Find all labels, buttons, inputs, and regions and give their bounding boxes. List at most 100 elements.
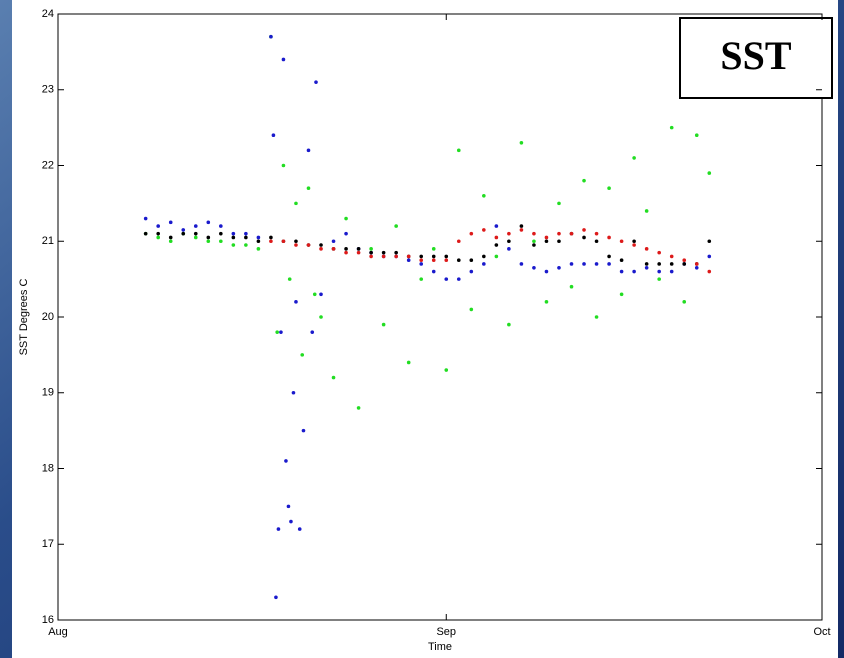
point bbox=[168, 239, 173, 244]
point bbox=[532, 231, 536, 236]
point bbox=[532, 239, 536, 244]
point bbox=[557, 201, 561, 206]
point bbox=[291, 390, 296, 395]
point bbox=[231, 231, 236, 236]
annotation: SST bbox=[720, 33, 791, 78]
point bbox=[344, 216, 348, 221]
point bbox=[482, 254, 486, 259]
point bbox=[507, 239, 511, 244]
point bbox=[287, 277, 292, 281]
point bbox=[156, 231, 160, 236]
point bbox=[444, 258, 449, 262]
x-axis-label: Time bbox=[428, 641, 452, 653]
point bbox=[193, 224, 198, 228]
point bbox=[594, 231, 599, 236]
point bbox=[181, 231, 186, 236]
point bbox=[419, 258, 424, 262]
point bbox=[657, 262, 661, 266]
point bbox=[301, 428, 306, 433]
point bbox=[494, 224, 499, 228]
point bbox=[519, 228, 524, 232]
point bbox=[569, 284, 574, 289]
point bbox=[294, 201, 298, 206]
point bbox=[406, 360, 411, 365]
y-tick-label: 20 bbox=[42, 311, 54, 323]
point bbox=[168, 220, 173, 225]
point bbox=[532, 243, 536, 247]
point bbox=[219, 224, 223, 228]
point bbox=[507, 231, 511, 236]
point bbox=[319, 315, 323, 319]
point bbox=[394, 224, 398, 228]
point bbox=[456, 239, 461, 244]
point bbox=[494, 243, 499, 247]
point bbox=[219, 231, 223, 236]
point bbox=[582, 228, 586, 232]
point bbox=[594, 262, 599, 266]
point bbox=[281, 163, 286, 168]
y-tick-label: 24 bbox=[42, 8, 54, 20]
point bbox=[369, 247, 373, 251]
point bbox=[607, 262, 611, 266]
point bbox=[244, 235, 248, 240]
point bbox=[156, 224, 160, 228]
point bbox=[707, 269, 712, 274]
point bbox=[694, 265, 699, 270]
point bbox=[544, 235, 549, 240]
point bbox=[456, 277, 461, 281]
point bbox=[156, 235, 160, 240]
point bbox=[394, 254, 398, 259]
point bbox=[369, 250, 373, 255]
point bbox=[632, 243, 636, 247]
point bbox=[557, 265, 561, 270]
point bbox=[519, 140, 524, 145]
point bbox=[519, 224, 524, 228]
y-axis-label: SST Degrees C bbox=[18, 279, 30, 356]
point bbox=[644, 262, 649, 266]
point bbox=[331, 375, 336, 380]
point bbox=[669, 125, 674, 130]
point bbox=[632, 156, 636, 160]
point bbox=[310, 330, 315, 334]
point bbox=[669, 262, 674, 266]
y-tick-label: 19 bbox=[42, 387, 54, 399]
point bbox=[619, 269, 624, 274]
point bbox=[482, 228, 486, 232]
point bbox=[607, 254, 611, 259]
point bbox=[381, 254, 386, 259]
y-tick-label: 16 bbox=[42, 614, 54, 626]
point bbox=[682, 300, 687, 304]
point bbox=[289, 519, 293, 524]
point bbox=[331, 247, 336, 251]
point bbox=[657, 250, 661, 255]
point bbox=[519, 262, 524, 266]
point bbox=[582, 262, 586, 266]
point bbox=[644, 209, 649, 213]
point bbox=[219, 239, 223, 244]
point bbox=[276, 527, 281, 531]
point bbox=[406, 258, 411, 262]
point bbox=[657, 269, 661, 274]
point bbox=[314, 80, 318, 84]
point bbox=[707, 239, 712, 244]
point bbox=[544, 269, 549, 274]
point bbox=[431, 254, 436, 259]
point bbox=[469, 269, 474, 274]
x-tick-label: Sep bbox=[436, 626, 456, 638]
point bbox=[306, 148, 311, 153]
point bbox=[294, 239, 298, 244]
point bbox=[607, 235, 611, 240]
point bbox=[206, 239, 211, 244]
point bbox=[544, 239, 549, 244]
point bbox=[284, 459, 288, 463]
point bbox=[356, 406, 361, 410]
point bbox=[682, 262, 687, 266]
point bbox=[657, 277, 661, 281]
point bbox=[669, 269, 674, 274]
point bbox=[444, 277, 449, 281]
y-tick-label: 23 bbox=[42, 84, 54, 96]
point bbox=[193, 235, 198, 240]
point bbox=[644, 265, 649, 270]
point bbox=[431, 258, 436, 262]
